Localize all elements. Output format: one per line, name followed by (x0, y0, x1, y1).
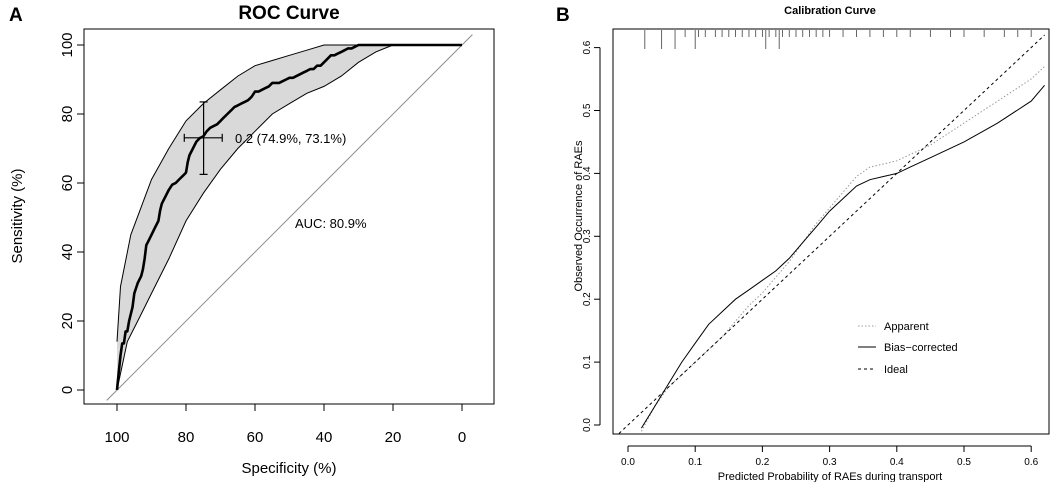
roc-title: ROC Curve (238, 3, 339, 24)
cal-y-tick-label: 0.2 (582, 292, 593, 306)
cal-y-tick-label: 0.4 (582, 166, 593, 180)
cal-legend-label: Apparent (884, 321, 929, 333)
roc-x-tick-label: 20 (385, 429, 402, 446)
cal-y-axis-label: Observed Occurrence of RAEs (573, 140, 585, 292)
cal-series-line-0 (640, 66, 1045, 432)
cal-x-axis-label: Predicted Probability of RAEs during tra… (718, 471, 942, 482)
cal-title: Calibration Curve (784, 5, 876, 17)
cal-x-tick-label: 0.0 (621, 457, 635, 468)
roc-y-tick-label: 40 (59, 244, 76, 261)
calibration-chart: 0.0 0.1 0.2 0.3 0.4 0.5 0.6 0.0 0.1 0.2 0.3 0.4 0.5 0… (573, 5, 1050, 482)
roc-x-axis-label: Specificity (%) (241, 460, 336, 477)
cal-series-line-2 (617, 34, 1045, 434)
roc-threshold-label: 0.2 (74.9%, 73.1%) (235, 131, 346, 146)
cal-y-tick-label: 0.1 (582, 355, 593, 369)
roc-y-tick-label: 20 (59, 313, 76, 330)
roc-auc-label: AUC: 80.9% (295, 216, 367, 231)
panel-label-a: A (9, 5, 23, 26)
roc-x-tick-label: 0 (458, 429, 466, 446)
cal-x-tick-label: 0.2 (755, 457, 769, 468)
cal-x-tick-label: 0.3 (823, 457, 837, 468)
cal-y-tick-label: 0.6 (582, 40, 593, 54)
cal-plot-frame (612, 28, 1050, 435)
cal-x-tick-label: 0.4 (890, 457, 904, 468)
cal-x-tick-label: 0.5 (957, 457, 971, 468)
roc-y-axis-label: Sensitivity (%) (9, 168, 26, 263)
roc-y-tick-label: 100 (59, 32, 76, 57)
roc-chart: 0.2 (74.9%, 73.1%) AUC: 80.9% 100 80 60 40 20 0… (9, 3, 495, 477)
roc-curve-line (115, 43, 462, 391)
roc-chance-line (106, 34, 473, 401)
cal-series-line-1 (640, 84, 1045, 429)
cal-x-tick-label: 0.6 (1024, 457, 1038, 468)
roc-x-tick-label: 40 (316, 429, 333, 446)
roc-y-tick-label: 60 (59, 175, 76, 192)
cal-x-tick-label: 0.1 (688, 457, 702, 468)
panel-label-b: B (556, 5, 570, 26)
cal-y-tick-label: 0.3 (582, 229, 593, 243)
roc-ci-lower-line (116, 44, 462, 391)
roc-y-tick-label: 80 (59, 106, 76, 123)
cal-legend-label: Ideal (884, 364, 908, 376)
cal-y-tick-label: 0.5 (582, 103, 593, 117)
roc-x-tick-label: 100 (104, 429, 129, 446)
roc-x-tick-label: 60 (247, 429, 264, 446)
roc-y-tick-label: 0 (59, 386, 76, 394)
cal-legend-label: Bias−corrected (884, 342, 958, 354)
cal-y-tick-label: 0.0 (582, 418, 593, 432)
roc-x-tick-label: 80 (178, 429, 195, 446)
